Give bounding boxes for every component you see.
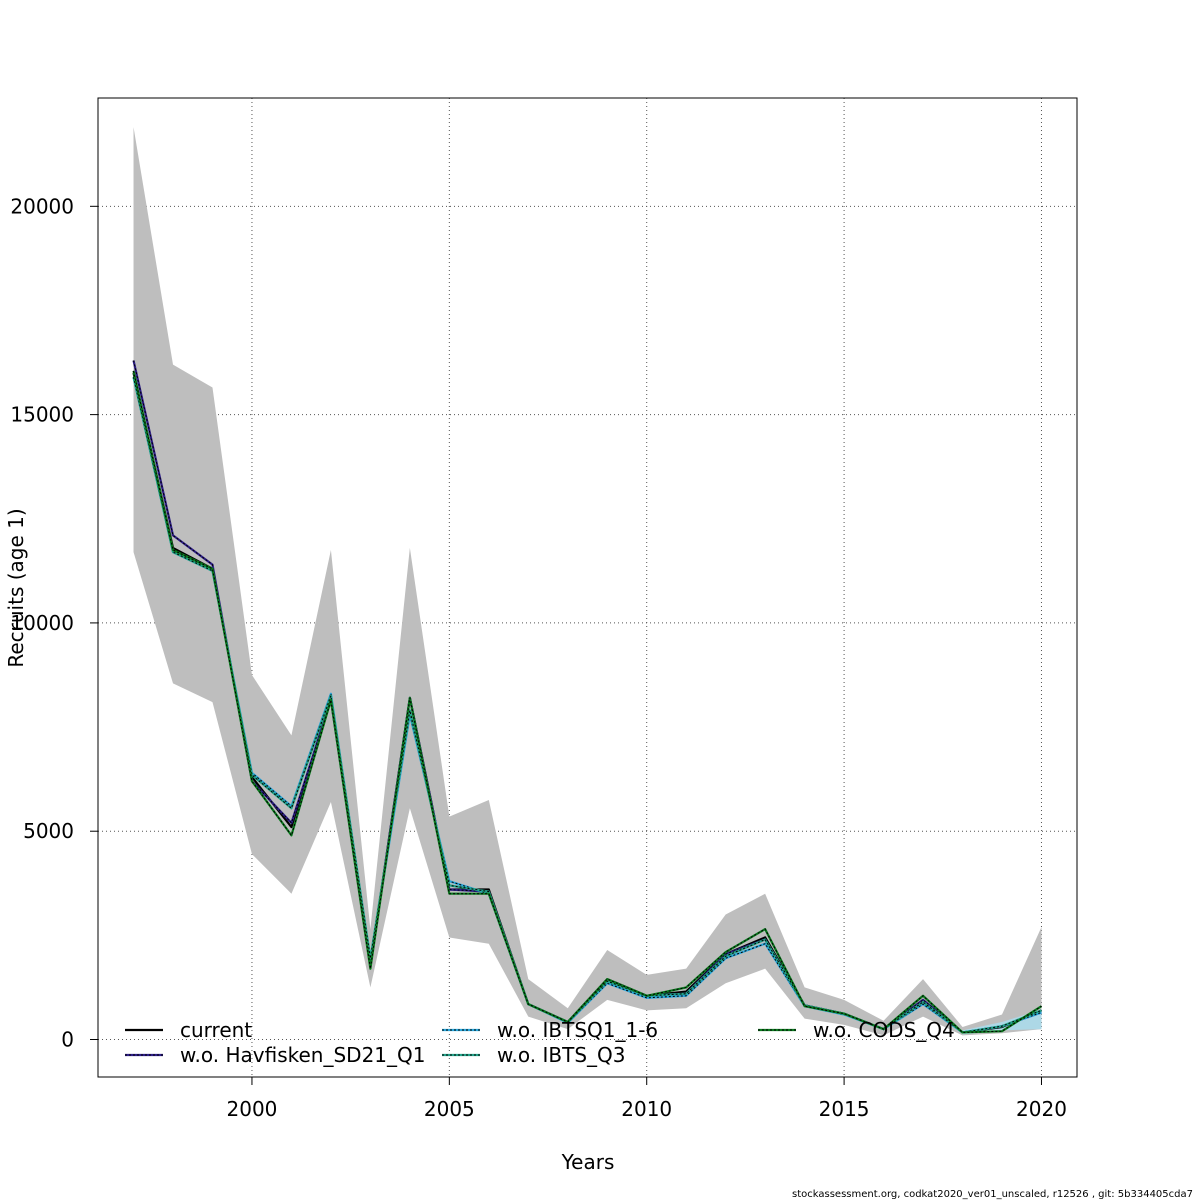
y-tick-label: 0 (61, 1028, 74, 1052)
series-line-dots-1 (133, 360, 1042, 1033)
confidence-band (133, 127, 1042, 1036)
footer-credit: stockassessment.org, codkat2020_ver01_un… (792, 1189, 1193, 1200)
y-tick-label: 5000 (23, 819, 74, 843)
legend-label-0: current (180, 1018, 252, 1042)
x-tick-label: 2015 (819, 1097, 870, 1121)
axes: 2000 2005 2010 2015 2020 0 5000 10000 15000 20000 (10, 194, 1067, 1121)
legend-label-2: w.o. IBTSQ1_1-6 (497, 1018, 658, 1042)
x-tick-label: 2020 (1016, 1097, 1067, 1121)
series-line-4 (132, 370, 1043, 1034)
series-line-1 (132, 360, 1042, 1034)
y-axis-title: Recruits (age 1) (4, 508, 28, 667)
grid-lines (98, 98, 1077, 1077)
series-lines (132, 360, 1043, 1034)
x-tick-label: 2000 (227, 1097, 278, 1121)
x-axis-title: Years (561, 1150, 615, 1174)
legend-label-4: w.o. CODS_Q4 (813, 1018, 955, 1042)
y-tick-label: 20000 (10, 194, 74, 218)
confidence-bands (133, 127, 1042, 1036)
y-tick-label: 10000 (10, 611, 74, 635)
y-tick-label: 15000 (10, 403, 74, 427)
series-line-dots-4 (133, 370, 1042, 1033)
plot-frame (97, 97, 1078, 1078)
legend-label-3: w.o. IBTS_Q3 (497, 1043, 625, 1067)
legend-label-1: w.o. Havfisken_SD21_Q1 (180, 1043, 426, 1067)
x-tick-label: 2010 (621, 1097, 672, 1121)
x-tick-label: 2005 (424, 1097, 475, 1121)
